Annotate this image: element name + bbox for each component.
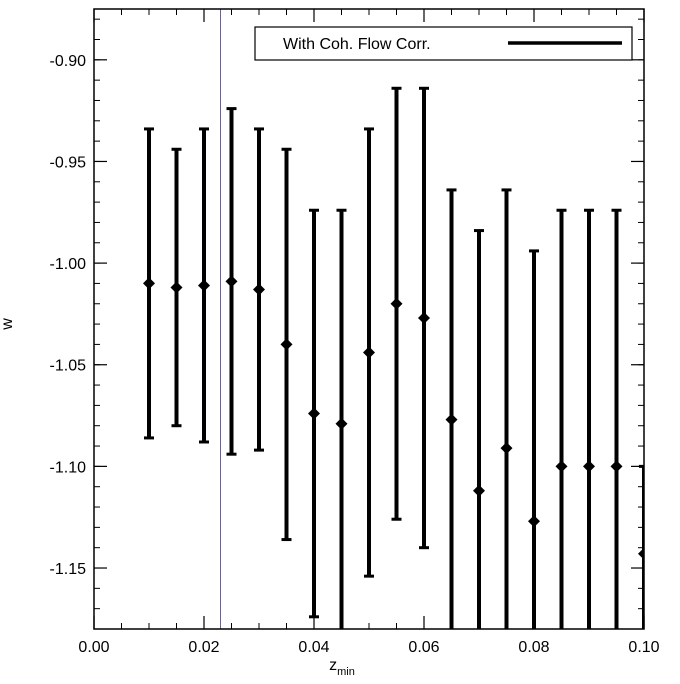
data-point-marker [143, 277, 155, 290]
data-point-marker [583, 460, 595, 473]
y-tick-label: -1.05 [50, 358, 87, 375]
x-tick-label: 0.00 [78, 639, 109, 656]
data-marks [143, 86, 644, 629]
legend-label: With Coh. Flow Corr. [283, 36, 431, 53]
data-point-marker [253, 283, 265, 296]
data-point-marker [473, 484, 485, 497]
x-tick-label: 0.04 [298, 639, 329, 656]
data-point-marker [500, 442, 513, 455]
data-point-marker [308, 407, 320, 420]
data-point-marker [638, 547, 644, 560]
data-point-marker [555, 460, 568, 473]
x-tick-label: 0.02 [188, 639, 219, 656]
data-point-marker [390, 297, 403, 310]
data-point-marker [610, 460, 623, 473]
data-point-marker [418, 311, 430, 324]
x-axis-label-main: z [329, 657, 337, 674]
y-tick-label: -1.00 [50, 256, 87, 273]
x-axis-label: zmin [329, 657, 355, 678]
x-tick-label: 0.08 [518, 639, 549, 656]
y-tick-label: -1.10 [50, 459, 87, 476]
y-tick-label: -0.90 [50, 53, 87, 70]
x-axis-label-subscript: min [337, 666, 355, 678]
y-axis-ticks: -0.90 -0.95 -1.00 -1.05 -1.10 -1.15 [50, 53, 644, 578]
y-axis-label: w [0, 318, 16, 331]
x-tick-label: 0.06 [408, 639, 439, 656]
legend: With Coh. Flow Corr. [254, 26, 633, 61]
y-tick-label: -0.95 [50, 154, 87, 171]
data-point-marker [528, 515, 540, 528]
x-tick-label: 0.10 [628, 639, 659, 656]
data-point-marker [335, 417, 348, 430]
data-point-marker [170, 281, 183, 294]
x-axis-ticks: 0.00 0.02 0.04 0.06 0.08 0.10 [78, 9, 660, 656]
data-point-marker [198, 279, 210, 292]
data-point-marker [280, 338, 293, 351]
data-point-marker [445, 413, 458, 426]
plot-frame [93, 8, 645, 630]
data-point-marker [363, 346, 375, 359]
data-point-marker [225, 275, 238, 288]
y-tick-label: -1.15 [50, 561, 87, 578]
